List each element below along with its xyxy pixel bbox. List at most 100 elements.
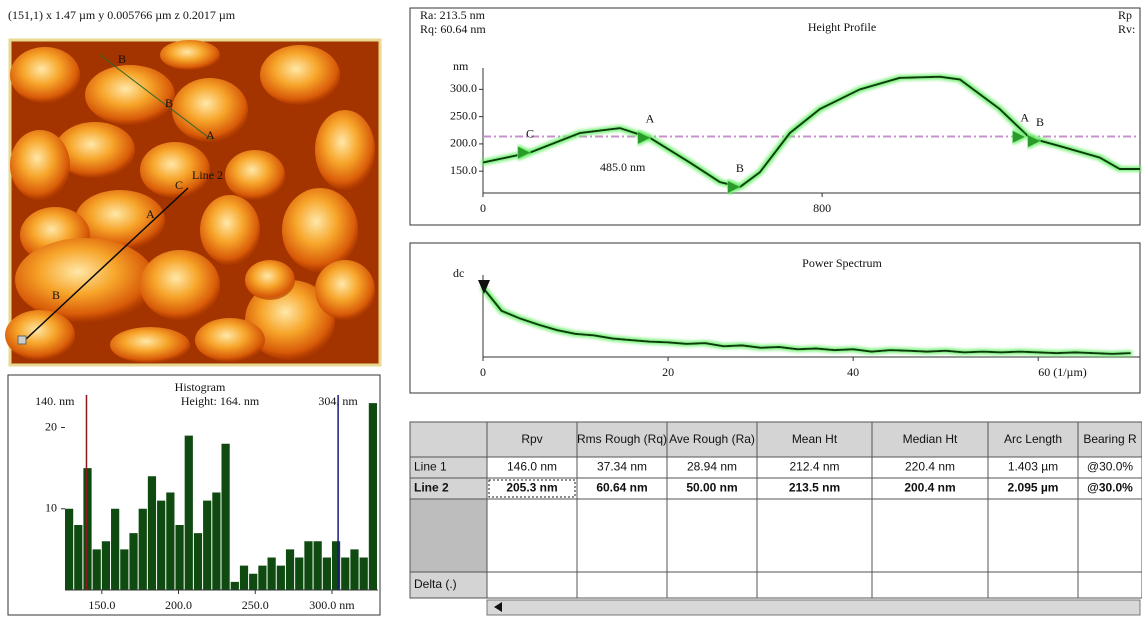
- grain: [110, 327, 190, 363]
- grain: [10, 130, 70, 200]
- histogram-bar: [139, 509, 147, 590]
- histogram-bar: [65, 509, 73, 590]
- x-tick-label: 800: [813, 201, 831, 215]
- stat-label: Ra: 213.5 nm: [420, 8, 486, 22]
- table-cell: [1078, 499, 1142, 572]
- image-marker: A: [206, 128, 215, 142]
- histogram-bar: [268, 558, 276, 591]
- cursor-label: 304. nm: [318, 394, 358, 408]
- table-cell: [410, 499, 487, 572]
- screen: (151,1) x 1.47 µm y 0.005766 µm z 0.2017…: [0, 0, 1142, 620]
- marker-label: C: [526, 126, 534, 140]
- grain: [245, 260, 295, 300]
- line-label: Line 2: [192, 168, 223, 182]
- histogram-bar: [304, 541, 312, 590]
- histogram-bar: [74, 525, 82, 590]
- histogram-bar: [295, 558, 303, 591]
- x-tick-label: 300.0 nm: [309, 598, 355, 612]
- x-tick-label: 0: [480, 201, 486, 215]
- table-value: @30.0%: [1087, 460, 1134, 474]
- histogram-subtitle: Height: 164. nm: [181, 394, 260, 408]
- table-cell: [872, 499, 988, 572]
- table-value: 60.64 nm: [596, 481, 647, 495]
- grain: [10, 47, 80, 103]
- table-value: 146.0 nm: [507, 460, 557, 474]
- row-label: Delta (.): [414, 577, 457, 591]
- histogram-bar: [102, 541, 110, 590]
- grain: [85, 65, 175, 125]
- y-tick-label: 20: [45, 419, 57, 433]
- histogram-bar: [83, 468, 91, 590]
- table-cell: [487, 499, 577, 572]
- y-tick-label: 150.0: [450, 163, 477, 177]
- histogram-bar: [111, 509, 119, 590]
- image-marker: B: [52, 288, 60, 302]
- x-tick-label: 0: [480, 365, 486, 379]
- table-cell: [667, 572, 757, 598]
- x-tick-label: 250.0: [242, 598, 269, 612]
- histogram-bar: [166, 493, 174, 591]
- histogram-bar: [249, 574, 257, 590]
- table-cell: [988, 572, 1078, 598]
- image-marker: C: [175, 178, 183, 192]
- column-header: Rms Rough (Rq): [577, 432, 667, 446]
- table-value: 212.4 nm: [789, 460, 839, 474]
- table-value: 50.00 nm: [686, 481, 737, 495]
- image-marker: A: [146, 207, 155, 221]
- y-tick-label: 10: [45, 501, 57, 515]
- marker-label: A: [646, 112, 655, 126]
- grain: [282, 188, 358, 272]
- marker-label: B: [1036, 115, 1044, 129]
- column-header: Ave Rough (Ra): [669, 432, 755, 446]
- annotation: 485.0 nm: [600, 160, 646, 174]
- grain: [200, 195, 260, 265]
- column-header: Median Ht: [903, 432, 958, 446]
- y-axis-label: dc: [453, 266, 464, 280]
- grain: [315, 260, 375, 320]
- histogram-bar: [129, 533, 137, 590]
- histogram-title: Histogram: [175, 380, 226, 394]
- histogram-bar: [93, 549, 101, 590]
- histogram-bar: [120, 549, 128, 590]
- column-header: Arc Length: [1004, 432, 1062, 446]
- grain: [5, 310, 75, 360]
- column-header: Rpv: [521, 432, 542, 446]
- status-bar: (151,1) x 1.47 µm y 0.005766 µm z 0.2017…: [8, 8, 236, 22]
- table-cell: [577, 499, 667, 572]
- scrollbar: [487, 600, 1140, 615]
- profile-panel: [410, 8, 1140, 225]
- grain: [15, 238, 155, 322]
- y-axis-label: nm: [453, 59, 469, 73]
- grain: [160, 40, 220, 70]
- stat-label: Rq: 60.64 nm: [420, 22, 486, 36]
- column-header: Bearing R: [1083, 432, 1137, 446]
- table-value: 205.3 nm: [506, 481, 557, 495]
- chart-title: Height Profile: [808, 20, 876, 34]
- grain: [315, 110, 375, 190]
- table-value: 200.4 nm: [904, 481, 955, 495]
- histogram-bar: [341, 558, 349, 591]
- histogram-bar: [231, 582, 239, 590]
- grain: [260, 45, 340, 105]
- image-marker: B: [118, 52, 126, 66]
- table-value: 2.095 µm: [1008, 481, 1059, 495]
- table-value: 37.34 nm: [597, 460, 647, 474]
- histogram-bar: [203, 501, 211, 590]
- table-cell: [757, 572, 872, 598]
- histogram-bar: [175, 525, 183, 590]
- table-cell: [757, 499, 872, 572]
- table-value: 220.4 nm: [905, 460, 955, 474]
- x-tick-label: 40: [847, 365, 859, 379]
- cursor-label: 140. nm: [35, 394, 75, 408]
- grain: [195, 318, 265, 362]
- histogram-bar: [258, 566, 266, 590]
- row-label: Line 2: [414, 481, 449, 495]
- table-value: 1.403 µm: [1008, 460, 1058, 474]
- table-cell: [577, 572, 667, 598]
- histogram-bar: [240, 566, 248, 590]
- histogram-bar: [369, 403, 377, 590]
- histogram-bar: [212, 493, 220, 591]
- histogram-bar: [350, 549, 358, 590]
